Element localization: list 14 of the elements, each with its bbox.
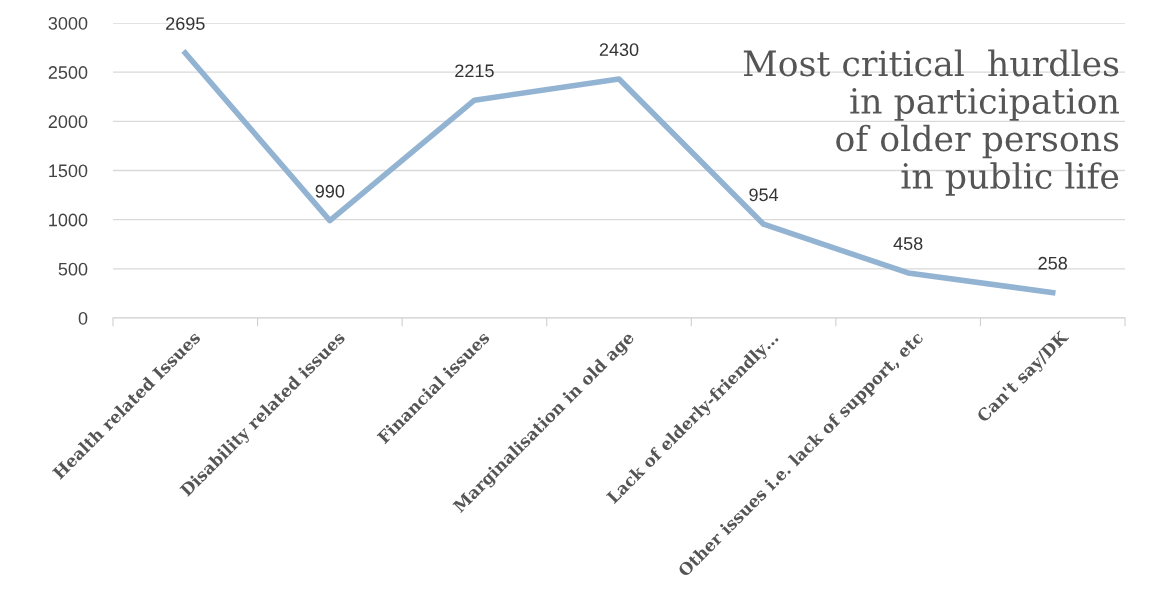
data-label: 2215 [455,64,494,78]
y-tick-label: 2500 [48,66,88,79]
data-label: 990 [315,184,345,198]
data-label: 458 [893,237,923,250]
y-tick-label: 1500 [49,164,88,178]
data-label: 954 [749,188,779,202]
y-tick-label: 3000 [48,16,88,30]
data-label: 2430 [599,43,639,57]
y-tick-label: 500 [58,262,88,276]
y-tick-label: 0 [78,311,88,325]
y-tick-label: 2000 [48,115,88,129]
y-tick-label: 1000 [49,213,88,227]
data-label: 258 [1038,256,1067,270]
data-label: 2695 [166,17,205,30]
